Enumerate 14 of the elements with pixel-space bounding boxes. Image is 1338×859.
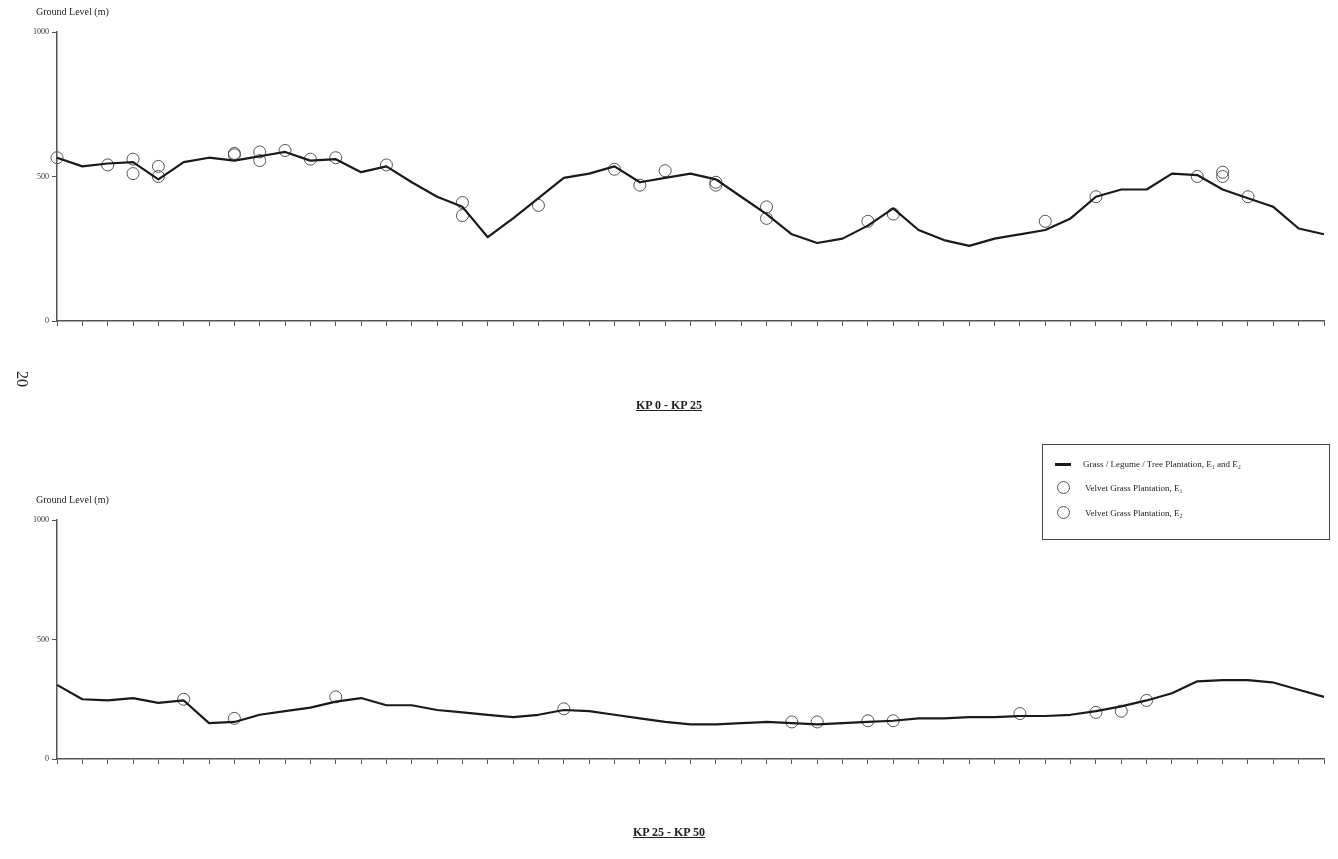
legend-label: Velvet Grass Plantation, E₂ <box>1085 507 1183 518</box>
text: KP 0 - KP 25 <box>635 398 703 413</box>
y-tick-label: 1000 <box>33 515 49 525</box>
text: 20 <box>13 371 31 387</box>
y-axis-title: Ground Level (m) <box>36 494 109 505</box>
y-tick-label: 1000 <box>33 27 49 37</box>
legend-label: Velvet Grass Plantation, E₁ <box>1085 482 1183 493</box>
y-tick-label: 500 <box>37 634 49 644</box>
y-tick-label: 0 <box>45 316 49 326</box>
text: KP 25 - KP 50 <box>632 825 706 840</box>
y-tick-label: 0 <box>45 754 49 764</box>
legend-label: Grass / Legume / Tree Plantation, E₁ and E₂ <box>1083 459 1242 469</box>
y-tick-label: 500 <box>37 171 49 181</box>
y-axis-title: Ground Level (m) <box>36 6 109 17</box>
